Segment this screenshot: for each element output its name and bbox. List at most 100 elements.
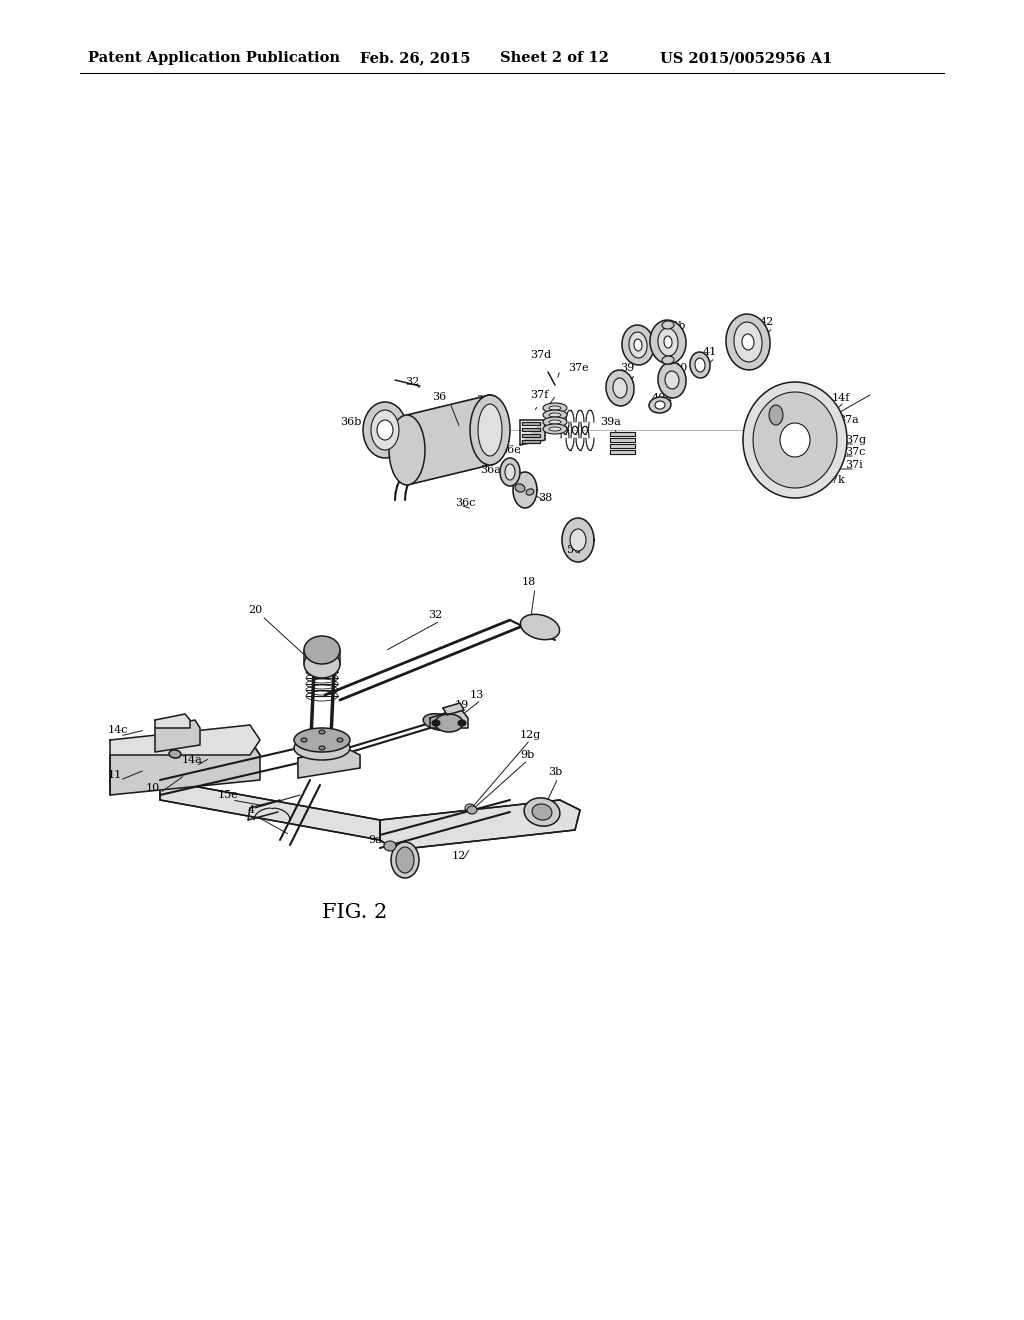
Ellipse shape (549, 413, 561, 417)
Ellipse shape (465, 804, 475, 812)
Text: 9a: 9a (368, 836, 382, 845)
Ellipse shape (337, 738, 343, 742)
Ellipse shape (505, 465, 515, 480)
Ellipse shape (570, 529, 586, 550)
Text: 40a: 40a (652, 393, 673, 403)
Ellipse shape (478, 404, 502, 455)
Polygon shape (430, 708, 468, 729)
Text: 39a: 39a (600, 417, 621, 426)
Ellipse shape (169, 750, 181, 758)
Ellipse shape (515, 484, 525, 492)
Ellipse shape (664, 337, 672, 348)
Text: 12: 12 (452, 851, 466, 861)
Text: 10: 10 (146, 783, 160, 793)
Text: 14a: 14a (182, 755, 203, 766)
Text: 32: 32 (406, 378, 419, 387)
Text: 41: 41 (703, 347, 717, 356)
Text: 11: 11 (108, 770, 122, 780)
Text: 37a: 37a (838, 414, 859, 425)
Ellipse shape (629, 333, 647, 358)
Ellipse shape (649, 397, 671, 413)
Ellipse shape (665, 371, 679, 389)
Ellipse shape (742, 334, 754, 350)
Polygon shape (522, 422, 540, 425)
Ellipse shape (726, 314, 770, 370)
Ellipse shape (543, 417, 567, 426)
Text: 39b: 39b (626, 329, 647, 339)
Polygon shape (520, 420, 545, 445)
Ellipse shape (543, 411, 567, 420)
Ellipse shape (606, 370, 634, 407)
Ellipse shape (396, 847, 414, 873)
Text: Feb. 26, 2015: Feb. 26, 2015 (360, 51, 470, 65)
Polygon shape (155, 719, 200, 752)
Text: 37g: 37g (845, 436, 866, 445)
Ellipse shape (319, 746, 325, 750)
Ellipse shape (695, 358, 705, 372)
Text: 13: 13 (470, 690, 484, 700)
Ellipse shape (377, 420, 393, 440)
Text: Patent Application Publication: Patent Application Publication (88, 51, 340, 65)
Ellipse shape (769, 405, 783, 425)
Text: 37f: 37f (530, 389, 548, 400)
Ellipse shape (549, 407, 561, 411)
Ellipse shape (389, 414, 425, 484)
Ellipse shape (650, 319, 686, 364)
Text: 14c: 14c (108, 725, 128, 735)
Ellipse shape (658, 362, 686, 397)
Polygon shape (610, 438, 635, 442)
Text: 42: 42 (760, 317, 774, 327)
Ellipse shape (622, 325, 654, 364)
Text: 36c: 36c (455, 498, 475, 508)
Polygon shape (110, 725, 260, 755)
Ellipse shape (524, 797, 560, 826)
Text: US 2015/0052956 A1: US 2015/0052956 A1 (660, 51, 833, 65)
Ellipse shape (662, 356, 674, 364)
Ellipse shape (520, 614, 559, 640)
Text: 38: 38 (538, 492, 552, 503)
Text: 36e: 36e (500, 445, 521, 455)
Ellipse shape (435, 714, 463, 733)
Text: 36: 36 (432, 392, 446, 403)
Ellipse shape (500, 458, 520, 486)
Text: 19: 19 (455, 700, 469, 710)
Ellipse shape (304, 649, 340, 678)
Text: 36a: 36a (480, 465, 501, 475)
Ellipse shape (658, 329, 678, 356)
Text: 9b: 9b (520, 750, 535, 760)
Ellipse shape (655, 401, 665, 409)
Text: 37b: 37b (808, 403, 829, 413)
Polygon shape (443, 704, 464, 715)
Polygon shape (160, 780, 380, 840)
Text: 14b: 14b (155, 735, 176, 744)
Text: 50: 50 (567, 545, 582, 554)
Polygon shape (407, 395, 490, 484)
Polygon shape (155, 714, 190, 729)
Text: 15e: 15e (218, 789, 239, 800)
Polygon shape (522, 434, 540, 437)
Ellipse shape (391, 842, 419, 878)
Ellipse shape (734, 322, 762, 362)
Polygon shape (610, 432, 635, 436)
Polygon shape (522, 428, 540, 432)
Text: 37i: 37i (845, 459, 863, 470)
Ellipse shape (690, 352, 710, 378)
Text: 36b: 36b (340, 417, 361, 426)
Polygon shape (610, 444, 635, 447)
Text: 18: 18 (522, 577, 537, 587)
Text: 37: 37 (820, 422, 835, 433)
Ellipse shape (319, 730, 325, 734)
Polygon shape (380, 800, 580, 850)
Ellipse shape (301, 738, 307, 742)
Polygon shape (513, 473, 537, 508)
Text: 37d: 37d (530, 350, 551, 360)
Ellipse shape (549, 426, 561, 432)
Text: 37k: 37k (824, 475, 845, 484)
Text: 40: 40 (674, 363, 688, 374)
Ellipse shape (753, 392, 837, 488)
Ellipse shape (472, 395, 508, 465)
Ellipse shape (294, 737, 350, 760)
Text: 3a: 3a (398, 863, 412, 873)
Ellipse shape (549, 420, 561, 424)
Ellipse shape (780, 422, 810, 457)
